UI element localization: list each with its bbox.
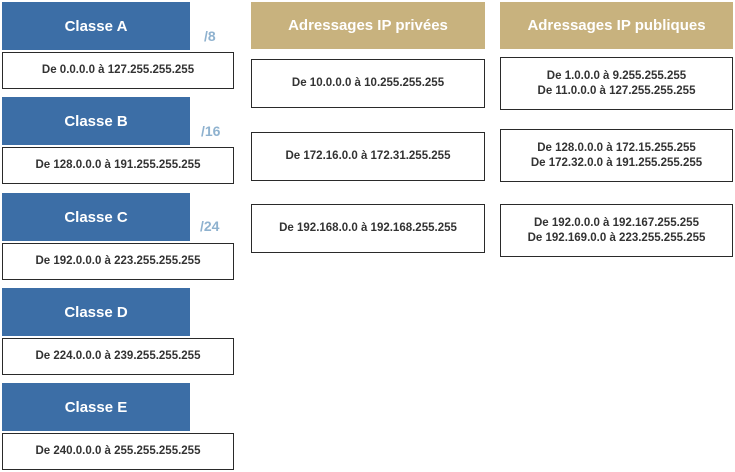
public-header: Adressages IP publiques (500, 2, 733, 49)
class-a-range-text: De 0.0.0.0 à 127.255.255.255 (41, 64, 195, 76)
private-range-2-text: De 172.16.0.0 à 172.31.255.255 (285, 150, 451, 162)
public-range-1a-text: De 1.0.0.0 à 9.255.255.255 (546, 69, 687, 82)
class-c-cidr: /24 (200, 218, 220, 234)
public-range-1b-text: De 11.0.0.0 à 127.255.255.255 (537, 84, 696, 97)
class-c-range-text: De 192.0.0.0 à 223.255.255.255 (35, 255, 201, 267)
class-a-cidr: /8 (204, 28, 216, 44)
private-range-1: De 10.0.0.0 à 10.255.255.255 (251, 59, 485, 108)
class-a-header: Classe A (2, 2, 190, 50)
public-range-3a-text: De 192.0.0.0 à 192.167.255.255 (534, 216, 699, 229)
private-range-3-text: De 192.168.0.0 à 192.168.255.255 (279, 222, 457, 234)
private-range-3: De 192.168.0.0 à 192.168.255.255 (251, 204, 485, 253)
public-range-3b-text: De 192.169.0.0 à 223.255.255.255 (527, 231, 706, 244)
private-range-1-text: De 10.0.0.0 à 10.255.255.255 (291, 77, 445, 89)
class-b-cidr: /16 (201, 123, 221, 139)
private-range-2: De 172.16.0.0 à 172.31.255.255 (251, 132, 485, 181)
class-e-range: De 240.0.0.0 à 255.255.255.255 (2, 433, 234, 470)
class-e-range-text: De 240.0.0.0 à 255.255.255.255 (35, 445, 201, 457)
class-b-range: De 128.0.0.0 à 191.255.255.255 (2, 147, 234, 184)
public-range-1: De 1.0.0.0 à 9.255.255.255 De 11.0.0.0 à… (500, 57, 733, 110)
class-c-range: De 192.0.0.0 à 223.255.255.255 (2, 243, 234, 280)
private-header: Adressages IP privées (251, 2, 485, 49)
class-d-range: De 224.0.0.0 à 239.255.255.255 (2, 338, 234, 375)
public-range-3: De 192.0.0.0 à 192.167.255.255 De 192.16… (500, 204, 733, 257)
class-b-header: Classe B (2, 97, 190, 145)
public-range-2a-text: De 128.0.0.0 à 172.15.255.255 (537, 141, 696, 154)
class-d-header: Classe D (2, 288, 190, 336)
class-c-header: Classe C (2, 193, 190, 241)
class-e-header: Classe E (2, 383, 190, 431)
public-range-2: De 128.0.0.0 à 172.15.255.255 De 172.32.… (500, 129, 733, 182)
class-a-range: De 0.0.0.0 à 127.255.255.255 (2, 52, 234, 89)
public-range-2b-text: De 172.32.0.0 à 191.255.255.255 (530, 156, 703, 169)
class-d-range-text: De 224.0.0.0 à 239.255.255.255 (35, 350, 201, 362)
class-b-range-text: De 128.0.0.0 à 191.255.255.255 (35, 159, 201, 171)
